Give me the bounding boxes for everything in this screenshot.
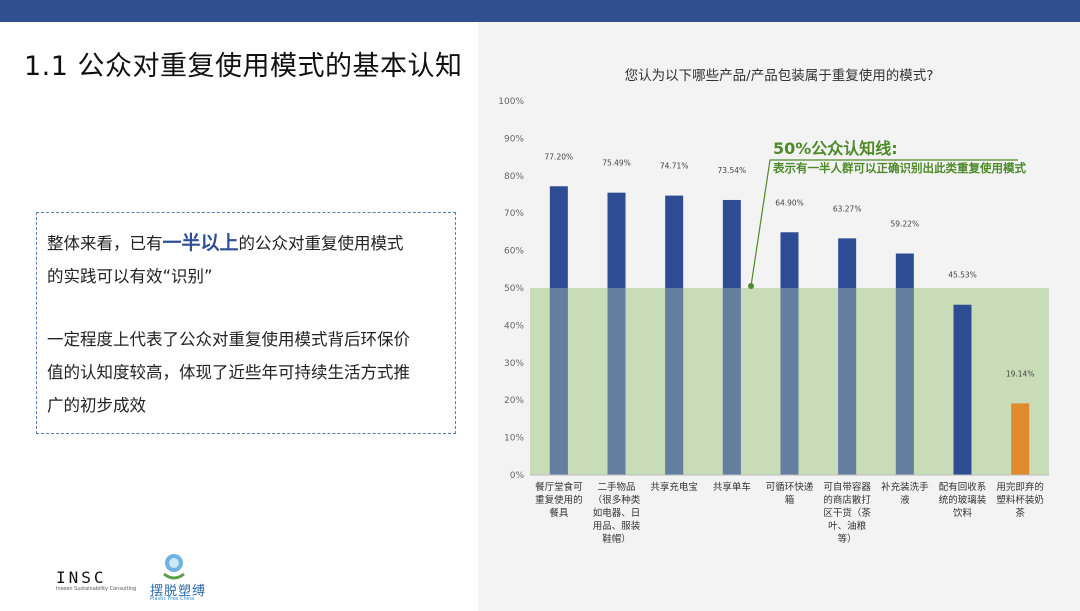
bar-band-overlay	[549, 288, 568, 475]
data-label: 19.14%	[1006, 369, 1035, 378]
x-tick-label: 配有回收系	[939, 481, 987, 493]
x-tick-label: 用完即弃的	[996, 481, 1044, 493]
x-tick-label: 饮料	[953, 507, 973, 519]
data-label: 74.71%	[660, 162, 689, 171]
note-para2-line-3: 广的初步成效	[47, 396, 146, 415]
y-tick-label: 70%	[504, 209, 524, 219]
x-tick-label: 共享单车	[713, 481, 751, 493]
bar-band-overlay	[722, 288, 741, 475]
bar	[722, 199, 741, 476]
x-tick-label: 叶、油粮	[828, 520, 867, 532]
x-tick-label: （很多种类	[593, 494, 641, 506]
y-tick-label: 40%	[504, 321, 524, 331]
bar	[549, 186, 568, 475]
x-tick-label: 共享充电宝	[650, 481, 698, 493]
threshold-callout-dot	[748, 283, 754, 289]
x-tick-label: 鞋帽）	[602, 533, 631, 545]
x-tick-label: 可循环快递	[766, 481, 814, 493]
x-tick-label: 二手物品	[597, 481, 635, 493]
x-tick-label: 用品、服装	[593, 520, 641, 532]
data-label: 77.20%	[545, 152, 574, 161]
bar-band-overlay	[607, 288, 626, 475]
insc-logo: INSC	[56, 568, 107, 587]
y-tick-label: 80%	[504, 172, 524, 182]
bar-band-overlay	[665, 288, 684, 475]
plastic-free-china-logo-text: 摆脱塑缚	[150, 584, 207, 599]
insc-logo-subtext: Inseen Sustainability Consulting	[56, 586, 137, 592]
y-tick-label: 90%	[504, 134, 524, 144]
summary-note-box: 整体来看，已有一半以上的公众对重复使用模式 的实践可以有效“识别” 一定程度上代…	[36, 212, 456, 434]
x-tick-label: 箱	[785, 494, 795, 506]
x-tick-label: 餐具	[549, 507, 569, 519]
x-tick-label: 茶	[1015, 507, 1025, 519]
y-tick-label: 50%	[504, 284, 524, 294]
data-label: 63.27%	[833, 204, 862, 213]
bar	[1011, 403, 1030, 475]
page-title: 1.1 公众对重复使用模式的基本认知	[24, 51, 463, 82]
y-tick-label: 100%	[498, 97, 524, 107]
data-label: 59.22%	[891, 220, 920, 229]
chart-title: 您认为以下哪些产品/产品包装属于重复使用的模式?	[625, 67, 934, 84]
y-tick-label: 60%	[504, 247, 524, 257]
threshold-label: 50%公众认知线:	[773, 139, 898, 158]
plastic-free-china-logo-icon	[163, 554, 185, 580]
threshold-sublabel: 表示有一半人群可以正确识别出此类重复使用模式	[772, 161, 1026, 175]
bar	[665, 195, 684, 475]
bar	[838, 238, 857, 475]
note-line-1-post: 的公众对重复使用模式	[238, 234, 404, 253]
threshold-callout-line	[750, 159, 1018, 287]
bar	[607, 192, 626, 475]
x-tick-label: 区干货（茶	[823, 507, 871, 519]
x-tick-label: 餐厅堂食可	[535, 481, 583, 493]
x-tick-label: 统的玻璃装	[939, 494, 987, 506]
x-tick-label: 等）	[838, 533, 857, 545]
note-line-2: 的实践可以有效“识别”	[47, 267, 213, 286]
y-tick-label: 20%	[504, 396, 524, 406]
y-tick-label: 30%	[504, 359, 524, 369]
y-tick-label: 0%	[510, 471, 525, 481]
note-highlight: 一半以上	[162, 232, 239, 254]
x-tick-label: 液	[900, 494, 910, 506]
x-tick-label: 可自带容器	[823, 481, 871, 493]
data-label: 73.54%	[718, 166, 747, 175]
note-line-1: 整体来看，已有一半以上的公众对重复使用模式	[47, 227, 447, 260]
note-para2-line-1: 一定程度上代表了公众对重复使用模式背后环保价	[47, 330, 410, 349]
data-label: 75.49%	[602, 159, 631, 168]
top-banner	[0, 0, 1080, 22]
y-tick-label: 10%	[504, 434, 524, 444]
note-para2-line-2: 值的认知度较高，体现了近些年可持续生活方式推	[47, 363, 410, 382]
plastic-free-china-logo-subtext: Plastic Free China	[150, 596, 195, 602]
data-label: 45.53%	[948, 271, 977, 280]
bar-band-overlay	[838, 288, 857, 475]
x-tick-label: 的商店散打	[823, 494, 871, 506]
data-label: 64.90%	[775, 198, 804, 207]
x-tick-label: 塑料杯装奶	[996, 494, 1044, 506]
bar-band-overlay	[895, 288, 914, 475]
bar	[953, 304, 972, 475]
x-tick-label: 补充装洗手	[881, 481, 929, 493]
x-tick-label: 如电器、日	[593, 507, 641, 519]
bar	[780, 232, 799, 475]
bar-band-overlay	[780, 288, 799, 475]
bar	[895, 253, 914, 475]
bar-chart: 您认为以下哪些产品/产品包装属于重复使用的模式? 0% 10% 20% 30% 40% 50…	[498, 67, 1049, 545]
note-line-1-pre: 整体来看，已有	[47, 234, 163, 253]
x-tick-label: 重复使用的	[535, 494, 583, 506]
